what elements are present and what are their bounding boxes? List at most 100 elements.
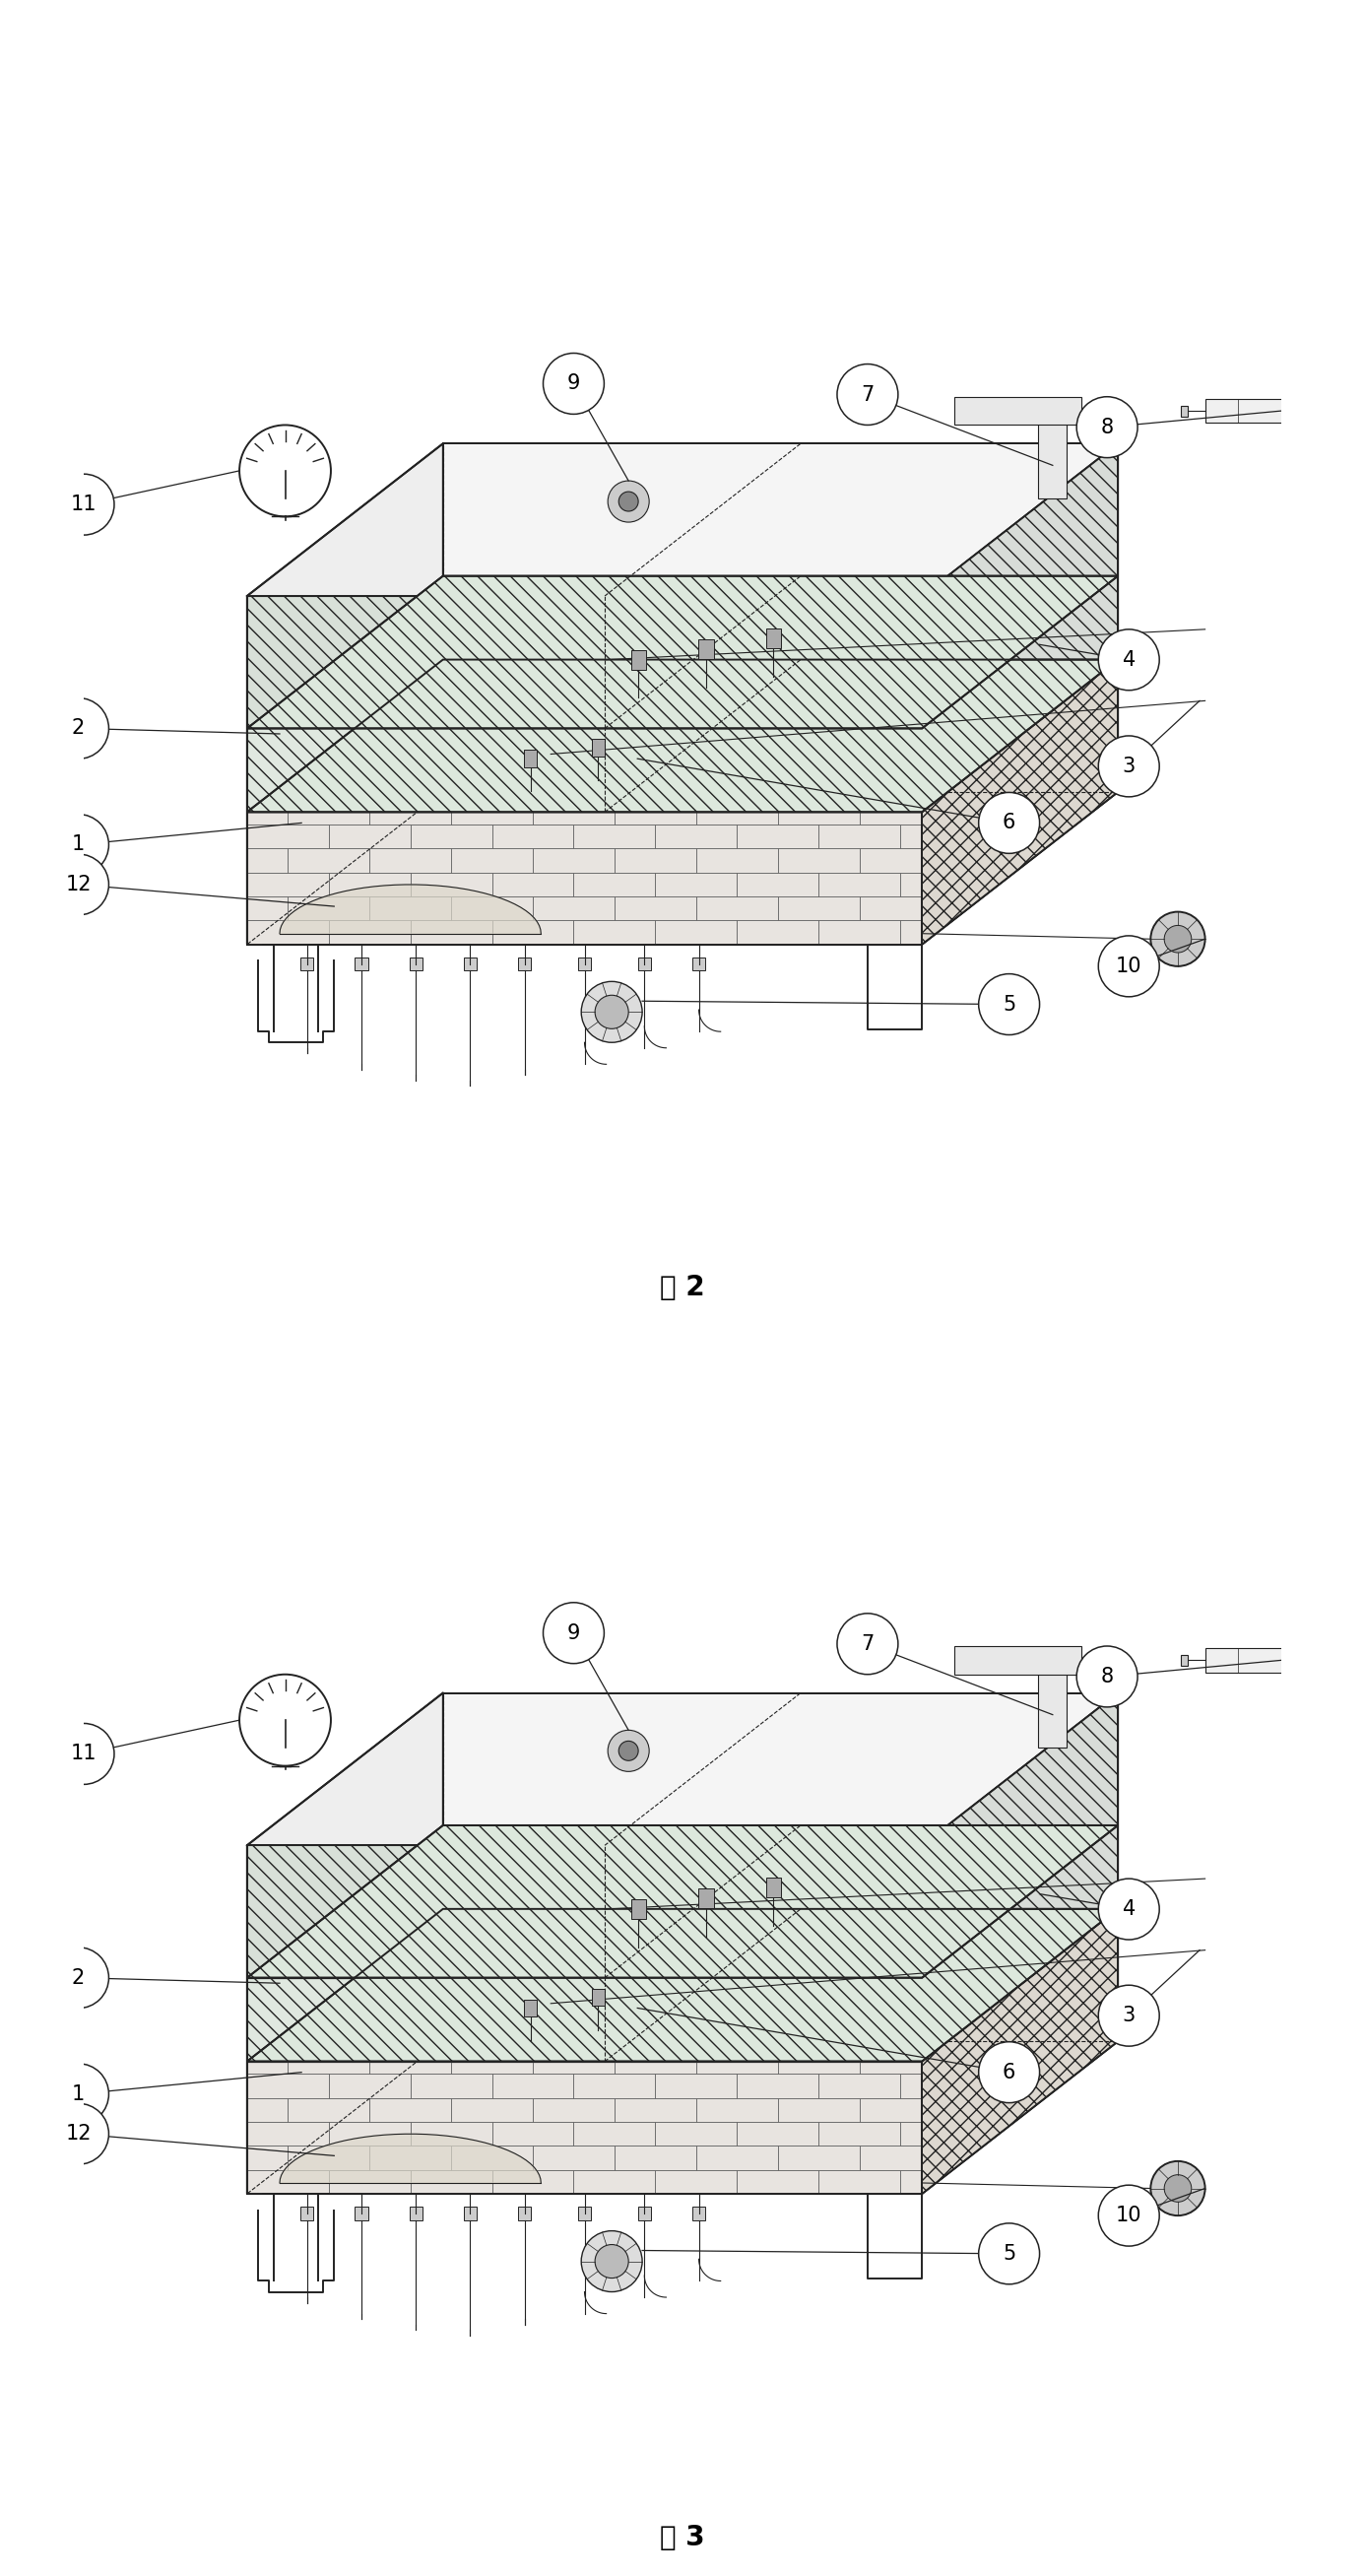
Bar bbox=[819, 873, 901, 896]
Text: 图 2: 图 2 bbox=[661, 1275, 704, 1301]
Bar bbox=[532, 2061, 614, 2074]
Bar bbox=[288, 2061, 370, 2074]
Bar bbox=[370, 2061, 452, 2074]
Circle shape bbox=[595, 994, 628, 1028]
Bar bbox=[370, 2146, 452, 2169]
Polygon shape bbox=[247, 1978, 921, 2061]
Bar bbox=[247, 811, 288, 824]
Text: 8: 8 bbox=[1100, 1667, 1114, 1687]
Bar bbox=[696, 848, 778, 873]
Bar bbox=[692, 2208, 706, 2221]
Bar bbox=[699, 639, 714, 659]
Circle shape bbox=[543, 1602, 605, 1664]
Circle shape bbox=[53, 1723, 115, 1785]
Circle shape bbox=[48, 698, 109, 760]
Bar bbox=[696, 2097, 778, 2123]
Bar bbox=[655, 873, 737, 896]
Circle shape bbox=[1151, 2161, 1205, 2215]
Bar bbox=[524, 750, 536, 768]
Circle shape bbox=[595, 2244, 628, 2277]
Bar bbox=[860, 896, 921, 920]
Text: 11: 11 bbox=[71, 495, 97, 515]
Text: 2: 2 bbox=[72, 1968, 85, 1989]
Bar bbox=[524, 1999, 536, 2017]
Bar bbox=[637, 958, 651, 971]
Bar bbox=[901, 2169, 921, 2195]
Circle shape bbox=[1099, 1878, 1159, 1940]
Bar bbox=[901, 824, 921, 848]
Bar bbox=[370, 896, 452, 920]
Bar bbox=[247, 2123, 329, 2146]
Bar bbox=[532, 2097, 614, 2123]
Bar bbox=[1181, 1654, 1188, 1667]
Bar bbox=[637, 2208, 651, 2221]
Text: 7: 7 bbox=[861, 1633, 874, 1654]
Bar bbox=[737, 824, 819, 848]
Circle shape bbox=[1164, 2174, 1192, 2202]
Bar bbox=[519, 2208, 531, 2221]
Circle shape bbox=[48, 2063, 109, 2125]
Circle shape bbox=[607, 1731, 650, 1772]
Circle shape bbox=[48, 855, 109, 914]
Text: 12: 12 bbox=[66, 2125, 91, 2143]
Bar bbox=[819, 824, 901, 848]
Bar bbox=[819, 2169, 901, 2195]
Bar bbox=[288, 2146, 370, 2169]
Circle shape bbox=[1099, 1986, 1159, 2045]
Text: 3: 3 bbox=[1122, 2007, 1136, 2025]
Bar bbox=[591, 739, 605, 757]
Text: 图 3: 图 3 bbox=[661, 2524, 704, 2550]
Bar bbox=[860, 2097, 921, 2123]
Bar bbox=[329, 873, 411, 896]
Bar bbox=[452, 896, 532, 920]
Bar bbox=[452, 2097, 532, 2123]
Bar bbox=[901, 2123, 921, 2146]
Bar bbox=[288, 811, 370, 824]
Text: 3: 3 bbox=[1122, 757, 1136, 775]
Bar bbox=[737, 2074, 819, 2097]
Text: 6: 6 bbox=[1002, 2063, 1016, 2081]
Bar bbox=[573, 2123, 655, 2146]
Bar bbox=[737, 2123, 819, 2146]
Bar bbox=[778, 811, 860, 824]
Circle shape bbox=[979, 2223, 1040, 2285]
Bar bbox=[1205, 1649, 1357, 1672]
Polygon shape bbox=[444, 1692, 1118, 2040]
Bar bbox=[355, 958, 369, 971]
Bar bbox=[464, 2208, 476, 2221]
Text: 12: 12 bbox=[66, 876, 91, 894]
Text: 6: 6 bbox=[1002, 814, 1016, 832]
Polygon shape bbox=[247, 811, 921, 945]
Bar bbox=[452, 848, 532, 873]
Bar bbox=[696, 2061, 778, 2074]
Circle shape bbox=[239, 425, 330, 518]
Text: 5: 5 bbox=[1002, 994, 1016, 1015]
Bar bbox=[288, 2097, 370, 2123]
Circle shape bbox=[618, 1741, 639, 1759]
Circle shape bbox=[979, 2043, 1040, 2102]
Bar bbox=[860, 848, 921, 873]
Bar bbox=[655, 824, 737, 848]
Bar bbox=[696, 2146, 778, 2169]
Bar bbox=[696, 811, 778, 824]
Polygon shape bbox=[247, 1692, 444, 2195]
Bar bbox=[329, 2169, 411, 2195]
Bar bbox=[614, 2097, 696, 2123]
Circle shape bbox=[1099, 2184, 1159, 2246]
Polygon shape bbox=[247, 1844, 921, 1978]
Bar bbox=[577, 2208, 591, 2221]
Bar bbox=[901, 2074, 921, 2097]
Polygon shape bbox=[921, 659, 1118, 945]
Bar bbox=[655, 2123, 737, 2146]
Bar bbox=[247, 824, 329, 848]
Bar bbox=[778, 2146, 860, 2169]
Circle shape bbox=[1164, 925, 1192, 953]
Bar bbox=[329, 2074, 411, 2097]
Bar bbox=[737, 920, 819, 945]
Circle shape bbox=[618, 492, 639, 510]
Bar bbox=[491, 2169, 573, 2195]
Text: 7: 7 bbox=[861, 384, 874, 404]
Bar bbox=[901, 920, 921, 945]
Bar bbox=[355, 2208, 369, 2221]
Bar bbox=[247, 2061, 288, 2074]
